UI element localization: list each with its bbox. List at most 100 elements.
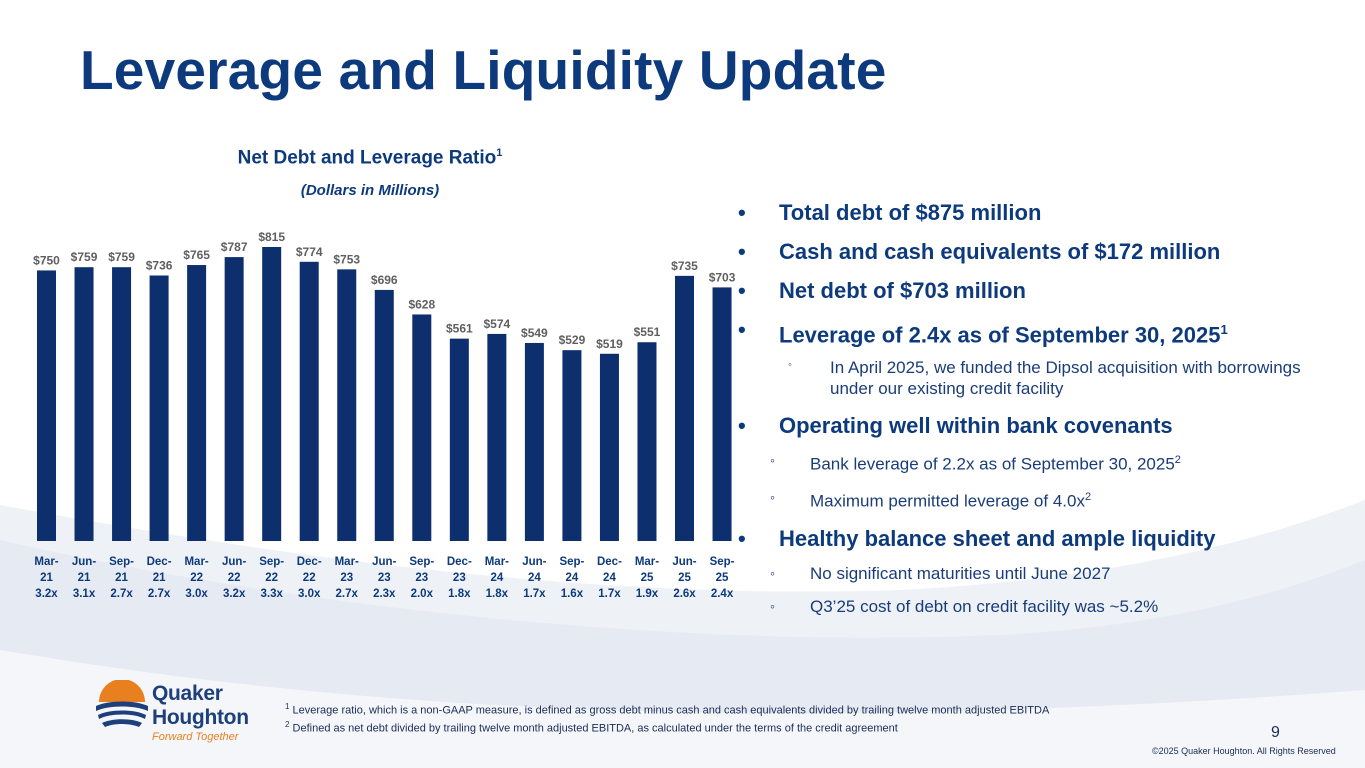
page-title: Leverage and Liquidity Update [80,39,887,101]
bullet-balance-sheet: • Healthy balance sheet and ample liquidi… [738,525,1216,551]
chart-bar [412,314,432,541]
logo-wordmark: Quaker Houghton [152,682,249,729]
footnotes: 1 Leverage ratio, which is a non-GAAP me… [285,700,1049,735]
chart-title-footnote: 1 [496,147,503,159]
x-tick-label: 24 [490,572,503,584]
bar-value-label: $774 [296,245,323,259]
bar-value-label: $628 [408,297,435,311]
x-tick-label: Sep- [109,556,134,568]
x-tick-label: Mar- [34,556,58,568]
x-tick-label: Mar- [635,556,659,568]
x-tick-label: Sep- [710,556,735,568]
chart-bar [337,269,357,541]
bar-value-label: $519 [596,337,623,351]
leverage-ratio-label: 1.8x [448,588,471,600]
bullet-leverage: • Leverage of 2.4x as of September 30, 20… [738,317,1228,348]
bar-value-label: $561 [446,322,473,336]
bar-value-label: $787 [221,240,248,254]
bar-value-label: $759 [71,250,98,264]
chart-bar [187,265,207,541]
leverage-ratio-label: 3.2x [35,588,58,600]
leverage-ratio-label: 1.7x [598,588,621,600]
leverage-ratio-label: 3.0x [185,588,208,600]
x-tick-label: Jun- [522,556,546,568]
bullet-dot-icon: • [738,525,746,551]
bullet-dot-icon: • [738,317,746,342]
leverage-ratio-label: 3.3x [260,588,283,600]
leverage-ratio-label: 2.7x [336,588,359,600]
x-tick-label: 22 [265,572,278,584]
sub-bullet-circle-icon: ◦ [788,359,792,372]
chart-bar [262,247,282,541]
sub-bullet-circle-icon: ◦ [770,452,775,469]
x-tick-label: Jun- [672,556,696,568]
bullet-covenants: • Operating well within bank covenants [738,413,1173,439]
bar-value-label: $696 [371,273,398,287]
x-tick-label: 24 [566,572,579,584]
chart-bar [524,342,544,541]
x-tick-label: Sep- [559,556,584,568]
leverage-ratio-label: 3.0x [298,588,321,600]
chart-bar [149,275,169,541]
footnote-1: 1 Leverage ratio, which is a non-GAAP me… [285,702,1050,717]
footnote-2: 2 Defined as net debt divided by trailin… [285,719,898,735]
x-tick-label: Sep- [259,556,284,568]
sub-bullet-cost-of-debt: ◦ Q3’25 cost of debt on credit facility w… [770,596,1159,616]
bullet-cash: • Cash and cash equivalents of $172 milli… [738,239,1221,264]
sub-bullet-circle-icon: ◦ [770,564,775,581]
bar-value-label: $753 [333,252,360,266]
bar-value-label: $759 [108,250,135,264]
x-tick-label: 22 [228,572,241,584]
x-tick-label: 25 [678,572,691,584]
x-tick-label: 23 [340,572,353,584]
page-number: 9 [1271,724,1280,741]
leverage-ratio-label: 1.8x [486,588,509,600]
x-tick-label: 21 [153,572,166,584]
chart-bar [712,287,732,541]
x-tick-label: Dec- [297,556,322,568]
bullet-dot-icon: • [738,200,746,225]
leverage-ratio-label: 2.3x [373,588,396,600]
chart-bar [299,261,319,541]
bar-value-label: $735 [671,259,698,273]
leverage-ratio-label: 2.7x [148,588,171,600]
bar-value-label: $750 [33,253,60,267]
x-tick-label: Dec- [597,556,622,568]
bullet-dot-icon: • [738,278,746,303]
chart-bar [112,267,132,541]
x-tick-label: Dec- [447,556,472,568]
bullet-net-debt: • Net debt of $703 million [738,278,1026,303]
sub-bullet-circle-icon: ◦ [770,597,775,614]
chart-bar [562,350,582,541]
x-tick-label: Dec- [147,556,172,568]
chart-bar [37,270,56,541]
leverage-ratio-label: 1.9x [636,588,659,600]
leverage-ratio-label: 2.0x [411,588,434,600]
bar-value-label: $574 [484,317,511,331]
x-tick-label: 24 [603,572,616,584]
chart-bar [637,342,657,541]
leverage-ratio-label: 2.6x [673,588,696,600]
chart-title-text: Net Debt and Leverage Ratio [237,147,497,169]
x-tick-label: Mar- [184,556,208,568]
chart-bar [74,267,94,541]
bar-value-label: $815 [258,230,285,244]
x-tick-label: 22 [303,572,316,584]
chart-bar [449,338,469,541]
x-tick-label: 23 [415,572,428,584]
chart-bar [224,257,244,541]
sub-bullet-max-leverage: ◦ Maximum permitted leverage of 4.0x2 [770,488,1092,511]
bar-value-label: $703 [709,270,736,284]
x-tick-label: 21 [115,572,128,584]
x-tick-label: 23 [453,572,466,584]
chart-bar [487,333,507,541]
bar-value-label: $529 [559,333,586,347]
logo-mark-icon [96,680,148,727]
chart-subtitle: (Dollars in Millions) [300,182,440,199]
x-tick-label: Jun- [372,556,396,568]
chart-title: Net Debt and Leverage Ratio1 [120,147,620,169]
leverage-ratio-label: 3.1x [73,588,96,600]
sub-bullet-circle-icon: ◦ [770,488,775,505]
leverage-ratio-label: 2.4x [711,588,734,600]
